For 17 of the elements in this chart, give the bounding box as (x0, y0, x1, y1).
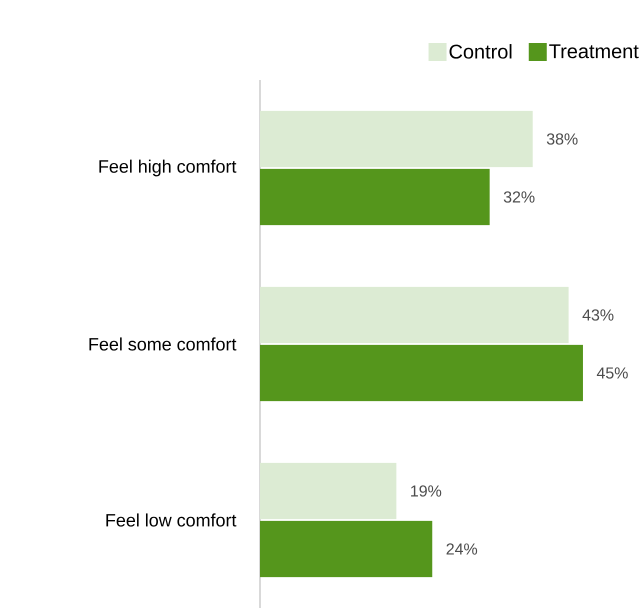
data-label: 45% (596, 367, 628, 379)
data-label: 38% (546, 133, 578, 145)
bar (260, 286, 569, 344)
data-label: 43% (582, 309, 614, 321)
legend-label: Treatment (549, 44, 639, 58)
y-tick-label: Feel high comfort (99, 160, 236, 176)
bar (260, 462, 396, 520)
y-tick-label: Feel some comfort (89, 337, 236, 351)
bar (260, 344, 583, 402)
y-tick-label: Feel low comfort (106, 513, 236, 527)
bar (260, 168, 490, 226)
bar (260, 520, 432, 578)
data-label: 32% (504, 191, 535, 203)
data-label: 24% (446, 543, 478, 555)
bar (260, 110, 533, 168)
legend-label: Control (450, 44, 512, 59)
data-label: 19% (411, 485, 442, 497)
